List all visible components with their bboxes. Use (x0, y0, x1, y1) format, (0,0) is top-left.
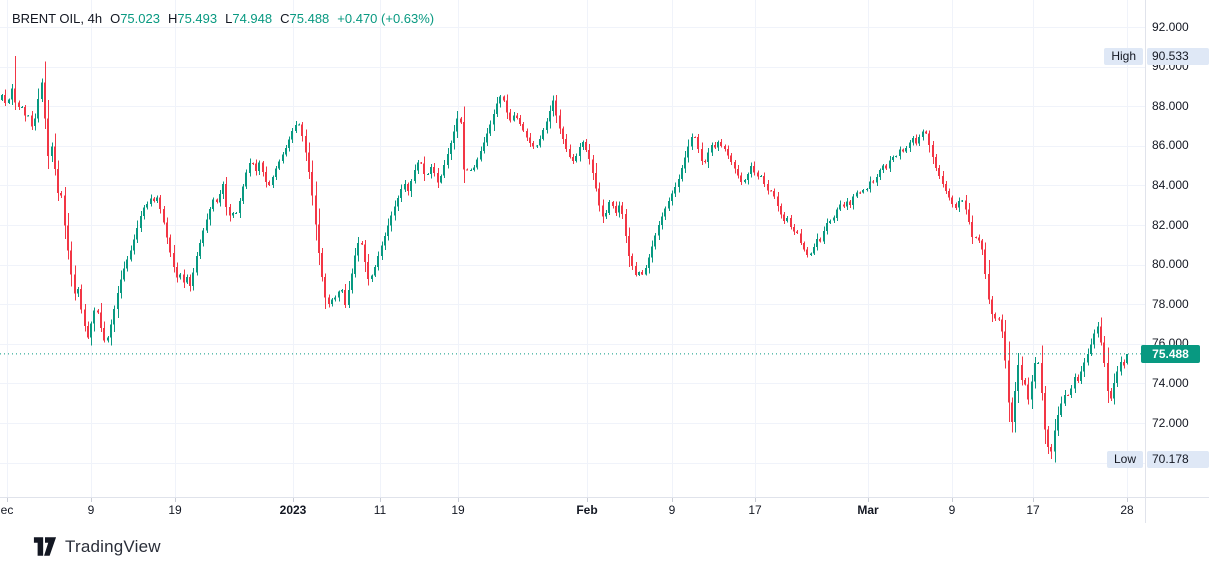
time-tick-mark (380, 498, 381, 502)
ohlc-low: L74.948 (225, 11, 272, 26)
tradingview-logo-text: TradingView (65, 536, 161, 556)
open-label: O (110, 11, 121, 26)
time-tick-label: 9 (87, 503, 95, 517)
time-tick-label: 28 (1120, 503, 1134, 517)
time-tick-label: Feb (576, 503, 598, 517)
gridlines (0, 0, 1145, 497)
close-value: 75.488 (289, 11, 330, 26)
ohlc-close: C75.488 (280, 11, 329, 26)
tradingview-logo[interactable]: TradingView (33, 536, 161, 557)
tradingview-logo-icon (33, 537, 57, 556)
time-tick-mark (458, 498, 459, 502)
time-tick-label: 2023 (279, 503, 307, 517)
time-tick-label: 19 (168, 503, 182, 517)
time-tick-label: 9 (668, 503, 676, 517)
price-axis[interactable]: 92.000 90.000 88.000 86.000 84.000 82.000 80.0… (1145, 0, 1209, 497)
time-tick-mark (672, 498, 673, 502)
time-tick-label: 11 (373, 503, 387, 517)
open-value: 75.023 (120, 11, 160, 26)
last-price-badge[interactable]: 75.488 (1141, 344, 1200, 363)
ohlc-high: H75.493 (168, 11, 217, 26)
ohlc-open: O75.023 (110, 11, 160, 26)
high-price-badge-label: High (1104, 47, 1143, 65)
down-candles (4, 56, 1125, 460)
price-tick-label: 88.000 (1152, 98, 1189, 113)
price-axis-border (1145, 0, 1146, 523)
time-tick-label: 17 (1026, 503, 1040, 517)
price-tick-label: 80.000 (1152, 257, 1189, 272)
time-tick-mark (1127, 498, 1128, 502)
time-tick-mark (1033, 498, 1034, 502)
time-tick-mark (91, 498, 92, 502)
high-price-badge-value: 90.533 (1147, 47, 1209, 65)
time-tick-label: 17 (748, 503, 762, 517)
high-label: H (167, 11, 178, 26)
time-axis[interactable]: ec 9 19 2023 11 19 Feb 9 17 Mar 9 17 28 (0, 497, 1209, 524)
time-tick-mark (952, 498, 953, 502)
low-value: 74.948 (232, 11, 273, 26)
low-price-badge-value: 70.178 (1147, 450, 1209, 468)
time-tick-label: Mar (857, 503, 879, 517)
price-tick-label: 82.000 (1152, 217, 1189, 232)
up-candles (1, 78, 1128, 463)
time-tick-mark (293, 498, 294, 502)
symbol-title[interactable]: BRENT OIL, 4h (12, 11, 103, 26)
time-tick-mark (755, 498, 756, 502)
candlestick-canvas[interactable] (0, 0, 1145, 497)
time-tick-mark (175, 498, 176, 502)
time-tick-label: 9 (948, 503, 956, 517)
price-tick-label: 92.000 (1152, 19, 1189, 34)
time-tick-label: ec (0, 503, 14, 517)
price-tick-label: 78.000 (1152, 296, 1189, 311)
price-tick-label: 86.000 (1152, 138, 1189, 153)
low-label: L (225, 11, 233, 26)
change-value: +0.470 (+0.63%) (337, 11, 435, 26)
close-label: C (280, 11, 290, 26)
price-tick-label: 84.000 (1152, 177, 1189, 192)
price-tick-label: 74.000 (1152, 375, 1189, 390)
legend: BRENT OIL, 4h O75.023 H75.493 L74.948 C7… (12, 11, 434, 26)
time-tick-mark (587, 498, 588, 502)
time-tick-mark (868, 498, 869, 502)
time-tick-label: 19 (451, 503, 465, 517)
price-tick-label: 72.000 (1152, 415, 1189, 430)
high-value: 75.493 (177, 11, 218, 26)
time-tick-mark (7, 498, 8, 502)
low-price-badge-label: Low (1106, 450, 1143, 468)
